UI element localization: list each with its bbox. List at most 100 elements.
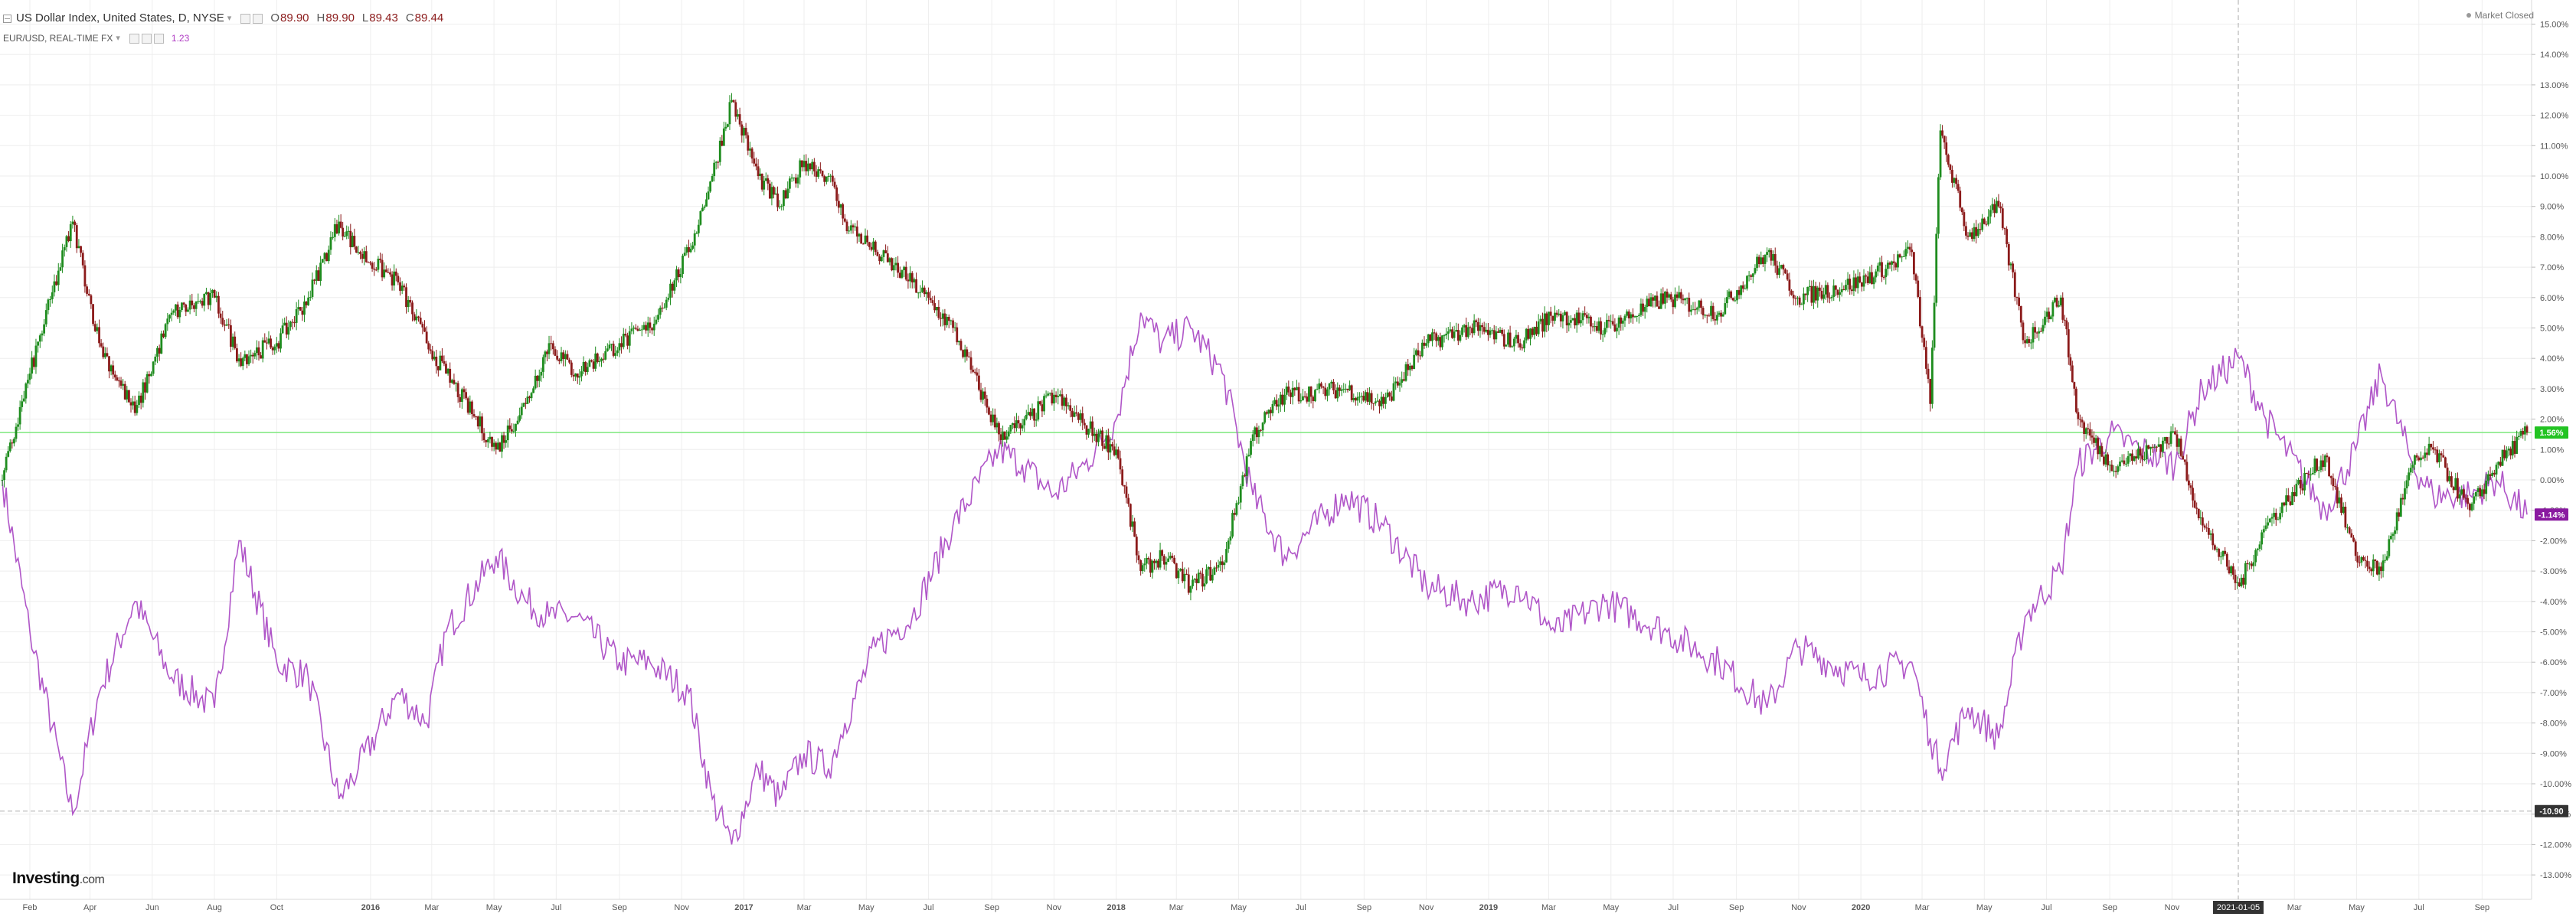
market-status-dot-icon xyxy=(2466,13,2471,18)
candle-body xyxy=(952,320,954,328)
candle xyxy=(1923,334,1926,351)
candle xyxy=(2436,445,2439,464)
candle-body xyxy=(1402,379,1405,381)
secondary-chevron-down-icon[interactable]: ▾ xyxy=(116,34,120,43)
secondary-close-icon[interactable] xyxy=(153,33,164,44)
candle-body xyxy=(1951,169,1953,183)
candle xyxy=(714,161,718,170)
candle-body xyxy=(1013,422,1016,429)
candle-body xyxy=(1894,263,1898,268)
candle xyxy=(1254,426,1257,442)
candle xyxy=(876,250,879,256)
candle xyxy=(596,352,599,364)
candle-body xyxy=(2473,496,2476,504)
candle-body xyxy=(43,324,46,334)
candle-body xyxy=(2380,566,2382,572)
candle-body xyxy=(614,353,617,356)
candle xyxy=(2491,470,2494,478)
candle-body xyxy=(983,391,986,399)
candle xyxy=(842,202,845,225)
candle xyxy=(325,252,329,262)
candle xyxy=(636,325,639,332)
candle-body xyxy=(1161,550,1164,556)
candle xyxy=(1945,136,1948,162)
candle xyxy=(197,293,200,304)
candle xyxy=(1571,318,1574,321)
candle xyxy=(1714,312,1717,325)
candle xyxy=(967,351,970,357)
candle xyxy=(1099,428,1102,437)
candle-body xyxy=(2398,512,2401,517)
candle xyxy=(640,325,643,337)
candle-body xyxy=(2127,456,2130,464)
candle xyxy=(108,356,110,379)
candle-body xyxy=(659,307,662,315)
candle-body xyxy=(1297,387,1300,402)
candle-body xyxy=(1911,250,1914,253)
candle-body xyxy=(1662,293,1665,304)
candle-body xyxy=(1332,381,1335,390)
candle-body xyxy=(1989,210,1992,217)
investing-logo[interactable]: Investing.com xyxy=(12,869,105,887)
x-tick-label: Oct xyxy=(270,903,283,912)
x-tick-label: Sep xyxy=(2475,903,2490,912)
candle xyxy=(1219,556,1222,572)
candle xyxy=(580,366,583,382)
candle-body xyxy=(1966,235,1970,237)
candle xyxy=(2172,423,2175,434)
candle xyxy=(976,367,979,382)
candle xyxy=(1290,389,1292,404)
candle xyxy=(1322,386,1325,395)
candle xyxy=(1813,279,1815,309)
candle-body xyxy=(1162,556,1165,565)
candle-body xyxy=(2087,428,2090,429)
candle xyxy=(556,350,559,362)
candle-body xyxy=(2457,478,2459,499)
candle xyxy=(321,259,324,263)
candle-body xyxy=(199,301,201,302)
candle xyxy=(311,272,314,300)
candle xyxy=(285,316,288,339)
candle xyxy=(1682,294,1685,305)
settings-icon[interactable] xyxy=(240,13,251,24)
close-icon[interactable] xyxy=(253,13,263,24)
candle xyxy=(540,367,543,382)
candle xyxy=(1845,279,1847,292)
candle-body xyxy=(921,287,924,292)
candle xyxy=(1933,295,1936,351)
candle xyxy=(1737,286,1741,299)
candle-body xyxy=(2344,507,2347,528)
candle-body xyxy=(520,406,523,416)
candle xyxy=(2404,481,2406,506)
candle xyxy=(47,298,50,315)
candle xyxy=(2323,454,2326,471)
candle xyxy=(819,162,822,174)
candle xyxy=(67,231,70,243)
secondary-settings-icon[interactable] xyxy=(141,33,152,44)
candle-body xyxy=(215,295,218,298)
candle xyxy=(586,362,589,375)
x-tick-label: May xyxy=(1976,903,1992,912)
candle-body xyxy=(515,423,517,431)
candle xyxy=(1485,323,1488,334)
candle xyxy=(1063,396,1066,411)
candle-body xyxy=(1123,484,1126,487)
candle xyxy=(2032,323,2035,349)
chevron-down-icon[interactable]: ▾ xyxy=(227,14,232,23)
candle-body xyxy=(1447,331,1450,334)
candle-body xyxy=(743,128,745,136)
candle xyxy=(403,283,406,291)
candle-body xyxy=(92,304,94,325)
candle-body xyxy=(273,346,276,351)
candle xyxy=(1263,410,1267,425)
candle-body xyxy=(148,374,151,377)
candle xyxy=(1904,242,1907,259)
candle xyxy=(608,340,611,350)
candle xyxy=(394,268,397,282)
candle xyxy=(1715,311,1718,325)
secondary-eye-icon[interactable] xyxy=(129,33,139,44)
candle-body xyxy=(2201,517,2204,526)
collapse-icon[interactable] xyxy=(3,14,11,23)
